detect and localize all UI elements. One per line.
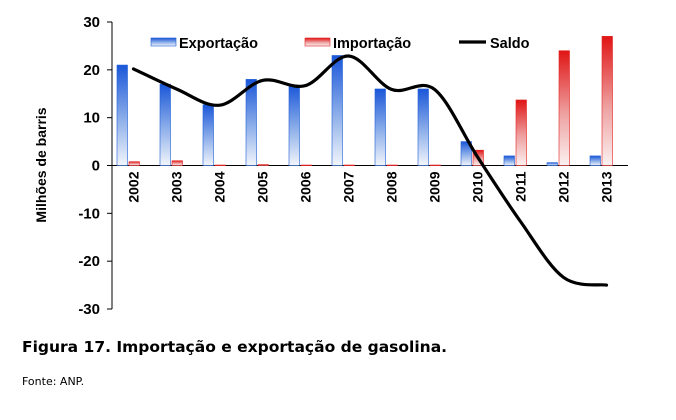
x-tick-label: 2002 [126, 171, 142, 202]
bar-exportacao [374, 88, 386, 166]
y-axis-label: Milhões de barris [33, 107, 49, 222]
y-tick-label: -10 [78, 205, 100, 222]
bar-importacao [214, 164, 226, 166]
y-tick-label: 10 [83, 110, 100, 127]
y-tick-label: 0 [92, 158, 100, 175]
bar-importacao [300, 164, 312, 166]
bar-importacao [429, 164, 441, 166]
bar-exportacao [245, 79, 257, 166]
x-tick-label: 2008 [384, 171, 400, 202]
bar-importacao [386, 164, 398, 166]
bar-exportacao [202, 104, 214, 166]
bar-exportacao [460, 141, 472, 166]
bar-importacao [128, 161, 140, 166]
x-tick-label: 2009 [427, 171, 443, 202]
x-tick-label: 2011 [513, 171, 529, 202]
bar-importacao [558, 50, 570, 166]
y-tick-label: 30 [83, 14, 100, 31]
x-tick-label: 2012 [556, 171, 572, 202]
x-tick-label: 2010 [470, 171, 486, 202]
legend-label-importacao: Importação [333, 36, 411, 52]
bar-exportacao [503, 155, 515, 166]
x-tick-label: 2007 [341, 171, 357, 202]
series-line-saldo [131, 54, 609, 287]
figure-caption: Figura 17. Importação e exportação de ga… [22, 338, 448, 356]
x-tick-label: 2004 [212, 171, 228, 202]
bar-exportacao [589, 155, 601, 166]
legend-label-exportacao: Exportação [179, 36, 258, 52]
bar-exportacao [159, 83, 171, 166]
bar-importacao [515, 99, 527, 166]
bar-exportacao [331, 55, 343, 166]
bar-importacao [171, 160, 183, 166]
legend-swatch-importacao [304, 37, 331, 47]
figure-source: Fonte: ANP. [22, 375, 85, 388]
bar-importacao [601, 36, 613, 166]
bar-exportacao [288, 84, 300, 166]
x-tick-label: 2005 [255, 171, 271, 202]
y-tick-label: 20 [83, 62, 100, 79]
bar-exportacao [116, 64, 128, 166]
bar-exportacao [546, 162, 558, 166]
x-tick-label: 2006 [298, 171, 314, 202]
y-tick-label: -20 [78, 253, 100, 270]
legend: Exportação Importação Saldo [150, 36, 530, 52]
legend-swatch-exportacao [150, 37, 177, 47]
legend-label-saldo: Saldo [490, 36, 530, 52]
chart: -30 -20 -10 0 10 20 30 2002 2003 2004 2005 2006 200… [33, 14, 628, 318]
x-tick-label: 2003 [169, 171, 185, 202]
bar-exportacao [417, 88, 429, 166]
bar-importacao [343, 164, 355, 166]
y-tick-label: -30 [78, 301, 100, 318]
x-tick-label: 2013 [599, 171, 615, 202]
bar-importacao [257, 164, 269, 166]
